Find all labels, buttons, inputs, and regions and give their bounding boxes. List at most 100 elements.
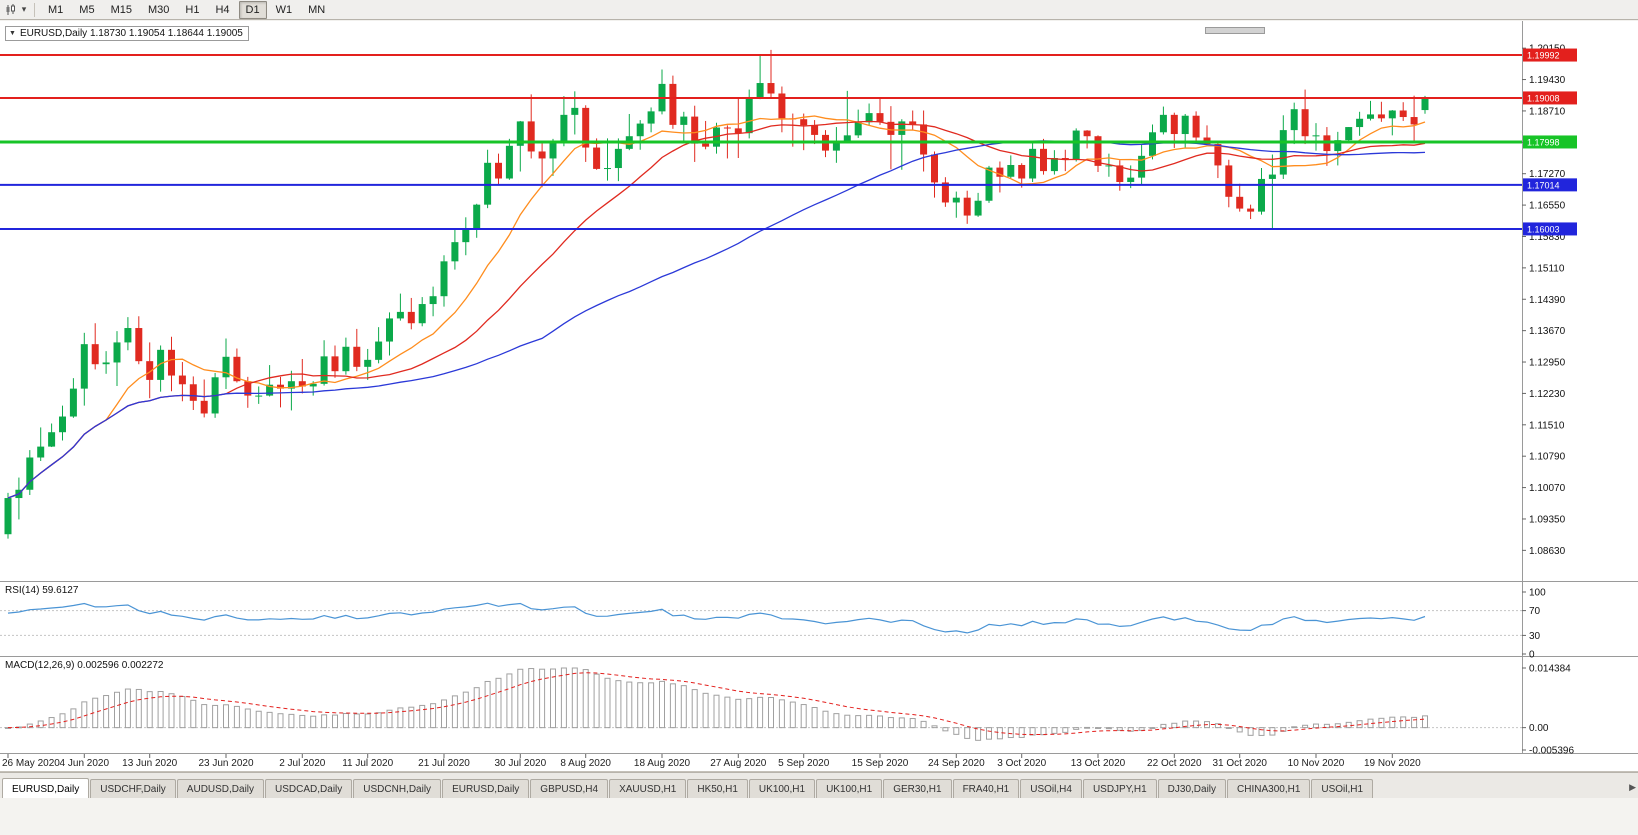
svg-text:1.17014: 1.17014 [1527, 180, 1560, 190]
hline-tag-1.19008 [1523, 91, 1577, 105]
chart-tab-ger30-h1[interactable]: GER30,H1 [883, 779, 952, 798]
svg-text:1.09350: 1.09350 [1529, 514, 1566, 525]
svg-text:1.15110: 1.15110 [1529, 263, 1565, 274]
hline-tag-1.16003 [1523, 222, 1577, 236]
ma-mid-line [7, 120, 1426, 499]
svg-text:1.15830: 1.15830 [1529, 232, 1566, 243]
toolbar: ▾ M1 M5 M15 M30 H1 H4 D1 W1 MN [0, 0, 1638, 20]
tab-scroll-right-icon[interactable]: ▶ [1629, 782, 1636, 792]
svg-text:1.19430: 1.19430 [1529, 75, 1566, 86]
svg-text:1.11510: 1.11510 [1529, 420, 1565, 431]
svg-text:13 Jun 2020: 13 Jun 2020 [122, 758, 177, 769]
timeframe-button-d1[interactable]: D1 [238, 0, 267, 19]
ma-slow-line [7, 140, 1426, 499]
chart-canvas[interactable]: 1.201501.194301.187101.179901.172701.165… [0, 21, 1638, 772]
chart-tab-usdcnh-daily[interactable]: USDCNH,Daily [353, 779, 442, 798]
timeframe-button-m30[interactable]: M30 [147, 3, 170, 16]
svg-text:0.014384: 0.014384 [1529, 664, 1571, 675]
rsi-line [7, 602, 1426, 634]
svg-text:31 Oct 2020: 31 Oct 2020 [1212, 758, 1267, 769]
chart-tab-usdcad-daily[interactable]: USDCAD,Daily [265, 779, 353, 798]
svg-text:0.00: 0.00 [1529, 723, 1549, 734]
ma-fast-line [7, 115, 1426, 499]
svg-text:-0.005396: -0.005396 [1529, 746, 1574, 757]
timeframe-button-m5[interactable]: M5 [79, 3, 95, 16]
svg-text:8 Aug 2020: 8 Aug 2020 [560, 758, 611, 769]
collapse-triangle-icon[interactable]: ▼ [9, 30, 16, 37]
svg-text:2 Jul 2020: 2 Jul 2020 [279, 758, 326, 769]
chart-tab-uk100-h1[interactable]: UK100,H1 [748, 779, 816, 798]
svg-text:1.13670: 1.13670 [1529, 326, 1566, 337]
chart-tab-dj30-daily[interactable]: DJ30,Daily [1157, 779, 1227, 798]
timeframe-button-w1[interactable]: W1 [275, 3, 293, 16]
svg-text:1.17270: 1.17270 [1529, 169, 1566, 180]
timeframe-button-group: M1 M5 M15 M30 H1 H4 D1 W1 MN [40, 0, 333, 19]
chart-tab-hk50-h1[interactable]: HK50,H1 [687, 779, 748, 798]
chart-tab-eurusd-daily[interactable]: EURUSD,Daily [2, 778, 90, 798]
chart-tab-usoil-h4[interactable]: USOil,H4 [1020, 779, 1082, 798]
svg-text:1.19992: 1.19992 [1527, 51, 1560, 61]
svg-text:13 Oct 2020: 13 Oct 2020 [1071, 758, 1126, 769]
chart-tab-uk100-h1[interactable]: UK100,H1 [816, 779, 883, 798]
timeframe-button-h1[interactable]: H1 [185, 3, 200, 16]
svg-text:22 Oct 2020: 22 Oct 2020 [1147, 758, 1202, 769]
chart-tab-usoil-h1[interactable]: USOil,H1 [1311, 779, 1374, 798]
hline-tag-1.17014 [1523, 178, 1577, 192]
chart-tab-china300-h1[interactable]: CHINA300,H1 [1227, 779, 1311, 798]
timeframe-button-h4[interactable]: H4 [215, 3, 230, 16]
svg-text:26 May 2020: 26 May 2020 [2, 758, 60, 769]
svg-text:0: 0 [1529, 650, 1535, 661]
chart-tab-eurusd-daily[interactable]: EURUSD,Daily [442, 779, 530, 798]
svg-text:15 Sep 2020: 15 Sep 2020 [852, 758, 909, 769]
svg-text:3 Oct 2020: 3 Oct 2020 [997, 758, 1046, 769]
chart-tab-xauusd-h1[interactable]: XAUUSD,H1 [609, 779, 687, 798]
svg-text:1.12230: 1.12230 [1529, 389, 1566, 400]
svg-text:1.12950: 1.12950 [1529, 358, 1566, 369]
svg-text:19 Nov 2020: 19 Nov 2020 [1364, 758, 1421, 769]
price-axis: 1.201501.194301.187101.179901.172701.165… [1522, 44, 1566, 557]
chart-type-icon[interactable] [3, 3, 19, 17]
svg-text:21 Jul 2020: 21 Jul 2020 [418, 758, 470, 769]
svg-text:1.16550: 1.16550 [1529, 201, 1566, 212]
macd-signal-line [7, 672, 1426, 735]
svg-text:30 Jul 2020: 30 Jul 2020 [494, 758, 546, 769]
chart-tab-usdjpy-h1[interactable]: USDJPY,H1 [1082, 779, 1157, 798]
candles [4, 49, 1429, 539]
svg-text:1.10790: 1.10790 [1529, 452, 1566, 463]
hline-tag-1.19992 [1523, 48, 1577, 62]
svg-text:1.14390: 1.14390 [1529, 295, 1566, 306]
macd-indicator-label: MACD(12,26,9) 0.002596 0.002272 [5, 660, 164, 671]
chart-title: ▼ EURUSD,Daily 1.18730 1.19054 1.18644 1… [5, 26, 249, 41]
chart-tab-audusd-daily[interactable]: AUDUSD,Daily [176, 779, 265, 798]
svg-text:5 Sep 2020: 5 Sep 2020 [778, 758, 830, 769]
svg-text:24 Sep 2020: 24 Sep 2020 [928, 758, 985, 769]
chart-type-caret-icon[interactable]: ▾ [21, 4, 27, 14]
svg-text:1.08630: 1.08630 [1529, 546, 1566, 557]
svg-text:11 Jul 2020: 11 Jul 2020 [342, 758, 393, 769]
svg-text:27 Aug 2020: 27 Aug 2020 [710, 758, 767, 769]
chart-horizontal-scrollbar[interactable] [1205, 27, 1265, 34]
chart-tab-usdchf-daily[interactable]: USDCHF,Daily [90, 779, 176, 798]
svg-text:30: 30 [1529, 631, 1541, 642]
macd-histogram [5, 667, 1428, 741]
hline-tag-1.17998 [1523, 135, 1577, 149]
svg-text:18 Aug 2020: 18 Aug 2020 [634, 758, 691, 769]
svg-text:23 Jun 2020: 23 Jun 2020 [198, 758, 253, 769]
svg-text:100: 100 [1529, 588, 1546, 599]
svg-text:1.16003: 1.16003 [1527, 224, 1560, 234]
rsi-indicator-label: RSI(14) 59.6127 [5, 585, 79, 596]
timeframe-button-mn[interactable]: MN [308, 3, 326, 16]
timeframe-button-m15[interactable]: M15 [110, 3, 132, 16]
svg-text:4 Jun 2020: 4 Jun 2020 [60, 758, 110, 769]
svg-text:1.10070: 1.10070 [1529, 483, 1566, 494]
svg-text:10 Nov 2020: 10 Nov 2020 [1288, 758, 1345, 769]
bottom-filler [0, 798, 1638, 835]
timeframe-button-m1[interactable]: M1 [48, 3, 64, 16]
chart-window: 1.201501.194301.187101.179901.172701.165… [0, 21, 1638, 772]
time-axis: 26 May 2020 4 Jun 2020 13 Jun 2020 23 Jun 2… [2, 754, 1421, 769]
chart-tab-gbpusd-h4[interactable]: GBPUSD,H4 [530, 779, 609, 798]
chart-title-text: EURUSD,Daily 1.18730 1.19054 1.18644 1.1… [19, 28, 243, 39]
candlestick-glyph [6, 3, 15, 15]
chart-tab-bar: EURUSD,Daily USDCHF,Daily AUDUSD,Daily USDC… [0, 772, 1638, 798]
chart-tab-fra40-h1[interactable]: FRA40,H1 [952, 779, 1020, 798]
